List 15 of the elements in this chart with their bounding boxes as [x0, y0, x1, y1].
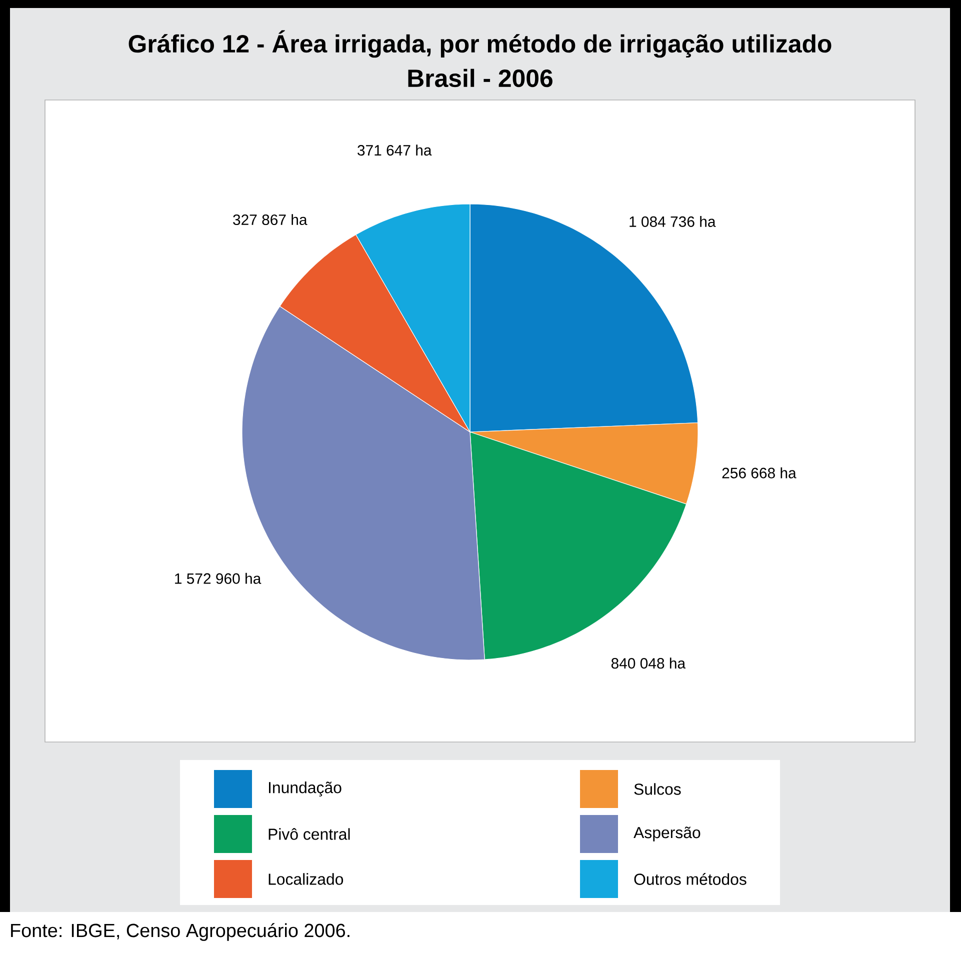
legend-label: Localizado	[268, 873, 344, 885]
chart-title: Gráfico 12 - Área irrigada, por método de irrigação utilizado	[128, 30, 832, 58]
legend-label: Inundação	[268, 782, 342, 796]
legend-label: Outros métodos	[634, 873, 746, 885]
data-label: 840 048 ha	[611, 658, 686, 669]
chart-subtitle: Brasil - 2006	[408, 68, 552, 88]
legend-label: Aspersão	[634, 826, 700, 842]
data-label: 1 572 960 ha	[175, 572, 262, 584]
source-note: Fonte: IBGE, Censo Agropecuário 2006.	[11, 923, 350, 941]
data-label: 256 668 ha	[722, 467, 796, 478]
data-label: 327 867 ha	[233, 214, 308, 226]
data-label: 1 084 736 ha	[630, 216, 716, 227]
legend-label: Pivô central	[268, 828, 350, 840]
data-label: 371 647 ha	[358, 144, 432, 156]
legend-label: Sulcos	[634, 783, 681, 795]
